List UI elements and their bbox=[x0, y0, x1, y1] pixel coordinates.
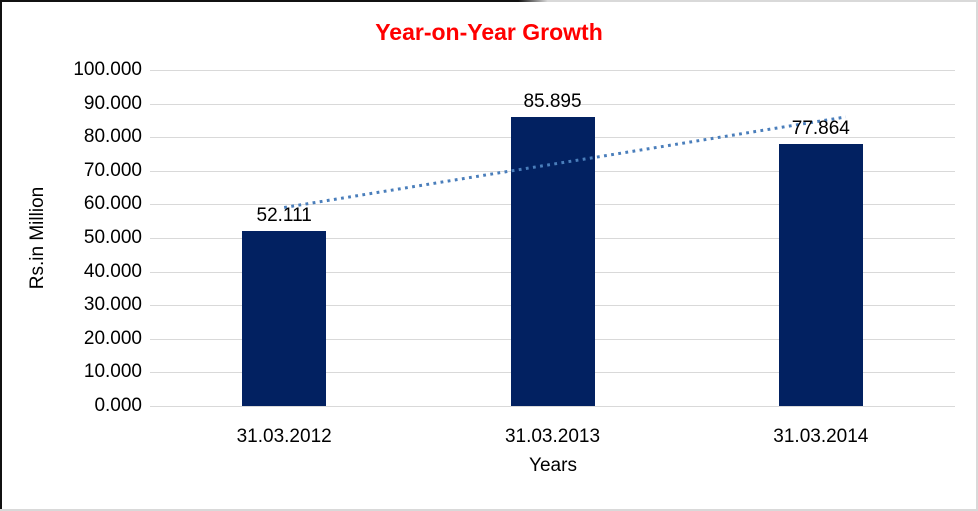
bar-value-label: 85.895 bbox=[523, 91, 582, 113]
x-axis-title: Years bbox=[529, 455, 577, 476]
gridline bbox=[150, 406, 955, 407]
bar-0 bbox=[242, 230, 327, 406]
x-category-label: 31.03.2014 bbox=[773, 426, 869, 447]
y-tick-label: 30.000 bbox=[83, 294, 142, 316]
plot-area: 52.111 85.895 77.864 bbox=[150, 70, 955, 407]
y-tick-label: 50.000 bbox=[83, 227, 142, 248]
frame-top-border bbox=[0, 0, 978, 2]
x-category-label: 31.03.2012 bbox=[236, 426, 332, 447]
gridline bbox=[150, 70, 955, 71]
frame-bottom-border bbox=[0, 509, 978, 511]
y-tick-label: 60.000 bbox=[83, 193, 142, 215]
bar-value-label: 52.111 bbox=[256, 204, 312, 226]
gridline bbox=[150, 103, 955, 105]
bar-1 bbox=[510, 117, 595, 406]
x-category-label: 31.03.2013 bbox=[504, 426, 601, 447]
bar-2 bbox=[778, 144, 863, 406]
y-tick-label: 90.000 bbox=[83, 92, 142, 114]
y-tick-label: 20.000 bbox=[83, 327, 142, 349]
bar-value-label: 77.864 bbox=[791, 118, 850, 140]
y-tick-label: 80.000 bbox=[83, 126, 142, 148]
y-tick-label: 10.000 bbox=[83, 361, 142, 383]
trendline bbox=[283, 115, 847, 209]
chart-title: Year-on-Year Growth bbox=[375, 19, 603, 45]
frame-right-border bbox=[976, 0, 978, 511]
y-tick-label: 40.000 bbox=[83, 260, 142, 282]
y-tick-label: 100.000 bbox=[73, 59, 142, 80]
y-tick-label: 0.000 bbox=[94, 395, 142, 416]
y-tick-label: 70.000 bbox=[83, 159, 142, 181]
frame-left-border bbox=[0, 0, 2, 511]
